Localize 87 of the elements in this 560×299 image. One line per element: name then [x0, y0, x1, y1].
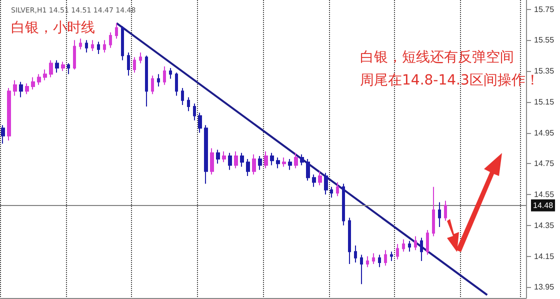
candlestick	[354, 245, 357, 263]
candlestick	[187, 96, 190, 112]
candlestick	[19, 81, 23, 98]
candlestick	[312, 174, 316, 188]
candlestick	[163, 66, 166, 86]
candlestick	[420, 237, 423, 262]
ref-line-label: 14.48	[533, 200, 554, 210]
candlestick	[31, 76, 35, 90]
candlestick	[151, 75, 154, 95]
candlestick	[408, 240, 411, 252]
candlestick	[222, 150, 226, 163]
candlestick	[288, 158, 292, 170]
candlestick	[414, 236, 417, 251]
candlestick	[444, 200, 447, 222]
y-tick-label: 14.15	[534, 252, 555, 261]
candlestick	[228, 152, 232, 170]
y-tick-label: 15.55	[534, 36, 555, 45]
candlestick	[270, 152, 274, 166]
candlestick	[7, 88, 11, 142]
candlestick	[79, 38, 82, 50]
candlestick	[324, 172, 328, 196]
candlestick	[49, 60, 53, 78]
candlestick	[73, 40, 76, 70]
candlestick	[252, 154, 256, 175]
candlestick	[210, 148, 214, 175]
candlestick	[37, 74, 41, 86]
candlestick	[306, 158, 310, 182]
y-tick-label: 14.55	[534, 190, 555, 200]
candlestick	[240, 152, 244, 168]
candlestick	[91, 40, 94, 52]
candlestick	[366, 256, 369, 268]
candlestick	[43, 68, 47, 81]
candlestick	[336, 182, 339, 197]
y-tick-label: 14.75	[534, 159, 555, 168]
candlestick	[234, 150, 238, 169]
candlestick	[264, 150, 268, 169]
candlestick	[276, 156, 280, 169]
y-tick-label: 13.95	[534, 282, 555, 292]
candlestick	[181, 88, 184, 106]
candlestick	[348, 217, 351, 265]
candlestick	[216, 149, 220, 164]
candlestick	[258, 155, 262, 170]
candlestick	[1, 124, 5, 144]
candlestick	[432, 186, 435, 237]
candlestick	[103, 40, 106, 53]
candlestick	[330, 186, 333, 198]
candlestick	[85, 40, 88, 53]
candlestick	[384, 250, 387, 266]
candlestick	[372, 252, 375, 265]
candlestick	[300, 154, 304, 166]
candlestick	[67, 62, 70, 75]
y-tick-label: 14.95	[534, 128, 555, 138]
candlestick	[402, 238, 405, 252]
candlestick	[246, 158, 250, 177]
candlestick	[378, 254, 381, 268]
y-tick-label: 15.75	[534, 4, 555, 14]
candlestick	[294, 152, 298, 169]
candlestick	[133, 56, 136, 74]
candlestick	[318, 170, 322, 186]
candlestick	[342, 183, 345, 226]
candlestick	[145, 55, 148, 108]
candlestick	[390, 251, 393, 262]
candlestick	[109, 32, 112, 48]
y-tick-label: 15.15	[534, 97, 555, 106]
candlestick	[204, 124, 208, 184]
candlestick	[115, 22, 118, 40]
candlestick	[438, 202, 441, 228]
candlestick	[426, 230, 429, 256]
candlestick	[396, 243, 399, 260]
candlestick	[55, 60, 59, 74]
candlestick	[360, 254, 363, 285]
candlestick	[25, 82, 29, 95]
candlestick	[121, 26, 124, 61]
candlestick	[13, 80, 17, 96]
candlestick	[198, 112, 202, 134]
annotation: 白银，短线还有反弹空间	[360, 50, 514, 66]
y-tick-label: 14.35	[534, 220, 555, 230]
candlestick	[169, 67, 172, 80]
candlestick	[97, 41, 100, 55]
candlestick	[193, 102, 196, 121]
candlestick	[139, 52, 142, 64]
candlestick	[127, 52, 130, 76]
text: 白银，小时线	[11, 20, 95, 36]
candlestick	[175, 72, 178, 96]
candlestick	[282, 156, 286, 168]
candlestick	[157, 74, 160, 87]
candlestick	[61, 61, 65, 72]
